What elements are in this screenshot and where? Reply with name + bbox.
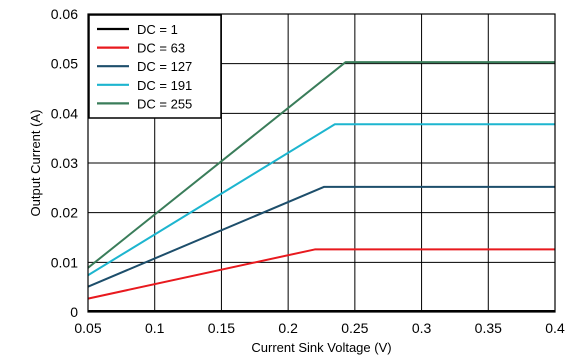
y-tick-label: 0.01: [51, 254, 78, 270]
legend-label: DC = 191: [137, 78, 192, 93]
legend-label: DC = 255: [137, 96, 192, 111]
x-tick-label: 0.4: [545, 320, 565, 336]
y-tick-label: 0.05: [51, 56, 78, 72]
x-tick-labels: 0.05 0.1 0.15 0.2 0.25 0.3 0.35 0.4: [74, 320, 565, 336]
x-tick-label: 0.15: [208, 320, 235, 336]
y-axis-title: Output Current (A): [28, 110, 43, 217]
legend-label: DC = 127: [137, 59, 192, 74]
y-tick-label: 0.06: [51, 6, 78, 22]
x-tick-label: 0.25: [341, 320, 368, 336]
y-tick-labels: 0 0.01 0.02 0.03 0.04 0.05 0.06: [51, 6, 78, 320]
series-line-1: [87, 248, 555, 300]
x-tick-label: 0.05: [74, 320, 101, 336]
x-axis-title: Current Sink Voltage (V): [251, 340, 391, 355]
x-tick-label: 0.1: [145, 320, 165, 336]
series-line-4: [87, 61, 555, 269]
y-tick-label: 0: [70, 304, 78, 320]
x-tick-label: 0.3: [412, 320, 432, 336]
legend-label: DC = 1: [137, 22, 178, 37]
series-line-3: [87, 123, 555, 277]
y-tick-label: 0.04: [51, 105, 78, 121]
legend-label: DC = 63: [137, 41, 185, 56]
y-tick-label: 0.03: [51, 155, 78, 171]
x-tick-label: 0.2: [278, 320, 298, 336]
legend: DC = 1 DC = 63 DC = 127 DC = 191 DC = 255: [88, 14, 222, 119]
y-tick-label: 0.02: [51, 205, 78, 221]
series-line-2: [87, 185, 555, 288]
x-tick-label: 0.35: [475, 320, 502, 336]
plot-frame: [87, 13, 556, 313]
series-layer: [87, 61, 555, 313]
